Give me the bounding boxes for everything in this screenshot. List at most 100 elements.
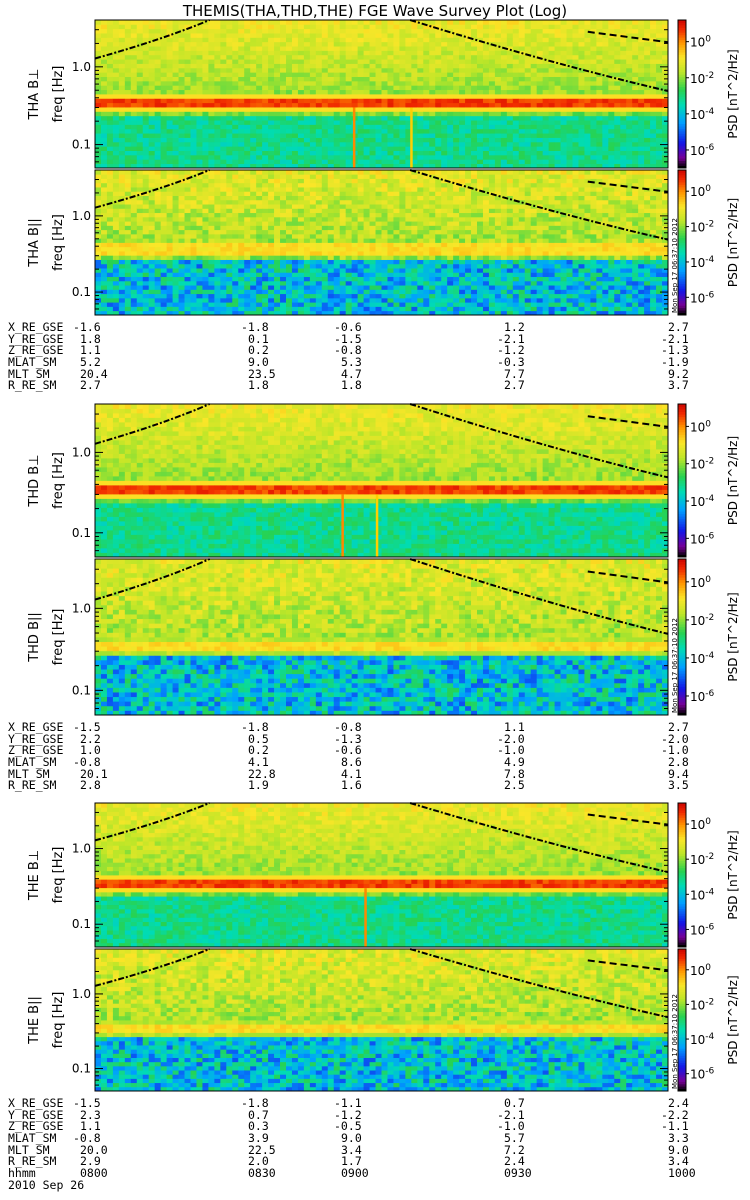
panel-frame xyxy=(94,802,669,948)
panel-ylabel: THA B|| xyxy=(27,218,42,267)
ephemeris-value: 3.5 xyxy=(668,780,689,792)
colorbar-tick: 10-4 xyxy=(690,107,715,122)
ytick-label: 1.0 xyxy=(72,987,91,1001)
cyclotron-curve-right xyxy=(409,558,669,635)
ephemeris-value: 22.5 xyxy=(248,1144,276,1157)
ephemeris-value: 20.4 xyxy=(80,368,108,381)
colorbar-tick: 10-4 xyxy=(690,1032,715,1047)
colorbar-tick: 100 xyxy=(690,184,711,199)
ephemeris-value: -1.5 xyxy=(73,721,101,734)
ephemeris-row: MLT_SM 20.0 22.5 3.4 7.2 9.0 xyxy=(8,1144,738,1157)
ephemeris-value: -1.0 xyxy=(661,745,689,757)
timestamp-stamp: Mon Sep 17 06:37:10 2012 xyxy=(671,994,679,1089)
colorbar-label: PSD [nT^2/Hz] xyxy=(726,830,740,919)
ephemeris-value: 2.5 xyxy=(504,780,525,792)
ephemeris-value: 5.7 xyxy=(504,1132,525,1145)
cyclotron-curve-left xyxy=(94,948,210,987)
colorbar-tick: 10-2 xyxy=(690,71,714,86)
ephemeris-value: -2.1 xyxy=(497,1109,525,1122)
freq-axis-label: freq [Hz] xyxy=(51,66,66,123)
ephemeris-row: MLT_SM 20.4 23.5 4.7 7.7 9.2 xyxy=(8,368,738,381)
ephemeris-value: 4.1 xyxy=(248,756,269,769)
colorbar-label: PSD [nT^2/Hz] xyxy=(726,49,740,138)
ytick-label: 0.1 xyxy=(72,526,91,540)
ephemeris-value: -1.8 xyxy=(241,321,269,334)
ephemeris-label: R_RE_SM xyxy=(8,1156,56,1168)
ephemeris-value: 3.7 xyxy=(668,380,689,392)
spectrogram-theb-2-0 xyxy=(94,802,669,948)
ephemeris-label: Z_RE_GSE xyxy=(8,1121,63,1133)
ephemeris-label: MLT_SM xyxy=(8,1144,50,1157)
cyclotron-curve-left xyxy=(94,403,210,445)
ephemeris-row: MLAT_SM -0.8 4.1 8.6 4.9 2.8 xyxy=(8,756,738,769)
ephemeris-value: 2.7 xyxy=(668,321,689,334)
ephemeris-label: R_RE_SM xyxy=(8,780,56,792)
spectrogram-thab-0-1 xyxy=(94,169,669,316)
colorbar-tick: 100 xyxy=(690,963,711,978)
ytick-label: 0.1 xyxy=(72,683,91,697)
ephemeris-label: Z_RE_GSE xyxy=(8,745,63,757)
ephemeris-value: 2.2 xyxy=(80,733,101,746)
colorbar-tick: 100 xyxy=(690,817,711,832)
ephemeris-value: 8.6 xyxy=(341,756,362,769)
colorbar-tick: 100 xyxy=(690,35,711,50)
ephemeris-value: 9.2 xyxy=(668,368,689,381)
spike-line xyxy=(375,494,379,557)
colorbar-tick: 10-6 xyxy=(690,1067,715,1082)
ephemeris-value: 9.4 xyxy=(668,768,689,781)
ephemeris-value: 1.6 xyxy=(341,780,362,792)
colorbar-tick: 100 xyxy=(690,575,711,590)
spike-line xyxy=(352,107,356,168)
ephemeris-value: 2.7 xyxy=(504,380,525,392)
ephemeris-value: 3.9 xyxy=(248,1132,269,1145)
ephemeris-value: 2.9 xyxy=(80,1156,101,1168)
spike-line xyxy=(341,494,344,557)
colorbar-label: PSD [nT^2/Hz] xyxy=(726,198,740,287)
panel-ylabel: THE B⊥ xyxy=(27,850,42,901)
date-label: 2010 Sep 26 xyxy=(8,1179,738,1192)
spectrogram-thab-0-0 xyxy=(94,19,669,169)
colorbar-tick: 10-2 xyxy=(690,613,714,628)
freq-axis-label: freq [Hz] xyxy=(51,847,66,904)
spike-line xyxy=(364,888,367,947)
cyclotron-curve-dashed xyxy=(587,813,669,826)
ephemeris-value: -2.1 xyxy=(497,333,525,346)
colorbar-tick: 10-4 xyxy=(690,887,715,902)
ephemeris-value: 3.3 xyxy=(668,1132,689,1145)
panel-ylabel: THA B⊥ xyxy=(27,69,42,121)
ytick-label: 0.1 xyxy=(72,138,91,152)
ephemeris-value: -1.8 xyxy=(241,1097,269,1110)
ephemeris-value: -0.6 xyxy=(334,321,362,334)
colorbar-tick: 10-4 xyxy=(690,255,715,270)
ephemeris-value: 4.1 xyxy=(341,768,362,781)
ephemeris-value: -1.5 xyxy=(73,1097,101,1110)
ephemeris-value: 2.7 xyxy=(668,721,689,734)
ephemeris-value: 0.5 xyxy=(248,733,269,746)
cyclotron-curve-dashed xyxy=(587,570,669,584)
colorbar-tick: 10-4 xyxy=(690,651,715,666)
timestamp-stamp: Mon Sep 17 06:37:10 2012 xyxy=(671,218,679,313)
ephemeris-value: 20.1 xyxy=(80,768,108,781)
ephemeris-label: R_RE_SM xyxy=(8,380,56,392)
colorbar: 100 10-2 10-4 10-6 PSD [nT^2/Hz] xyxy=(677,169,740,316)
colorbar: 100 10-2 10-4 10-6 PSD [nT^2/Hz] xyxy=(677,403,740,558)
ephemeris-value: 1.8 xyxy=(341,380,362,392)
spectrogram-theb-2-1 xyxy=(94,948,669,1092)
colorbar-label: PSD [nT^2/Hz] xyxy=(726,975,740,1064)
ytick-label: 1.0 xyxy=(72,209,91,223)
ephemeris-value: 0930 xyxy=(504,1167,532,1180)
ytick-label: 0.1 xyxy=(72,1062,91,1076)
cyclotron-curve-left xyxy=(94,558,211,601)
ephemeris-value: -1.1 xyxy=(334,1097,362,1110)
panel-frame xyxy=(94,403,669,558)
freq-axis-label: freq [Hz] xyxy=(51,452,66,509)
ephemeris-value: 1.0 xyxy=(80,745,101,757)
ephemeris-value: 1.7 xyxy=(341,1156,362,1168)
colorbar: 100 10-2 10-4 10-6 PSD [nT^2/Hz] xyxy=(677,948,740,1092)
ephemeris-value: -1.2 xyxy=(334,1109,362,1122)
spike-line xyxy=(410,107,413,168)
ephemeris-value: 1.9 xyxy=(248,780,269,792)
ephemeris-value: 1.1 xyxy=(504,721,525,734)
ephemeris-value: 0.1 xyxy=(248,333,269,346)
